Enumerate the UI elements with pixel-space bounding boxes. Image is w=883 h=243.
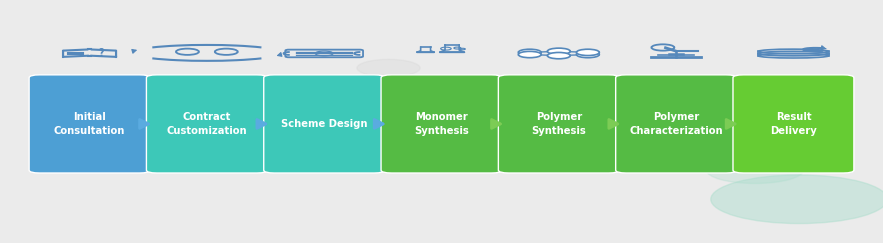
Text: Monomer
Synthesis: Monomer Synthesis	[414, 112, 469, 136]
Circle shape	[711, 175, 883, 224]
Text: Polymer
Synthesis: Polymer Synthesis	[532, 112, 586, 136]
Text: Initial
Consultation: Initial Consultation	[54, 112, 125, 136]
FancyBboxPatch shape	[381, 75, 502, 173]
Circle shape	[577, 51, 600, 58]
Text: Contract
Customization: Contract Customization	[167, 112, 247, 136]
Circle shape	[357, 59, 420, 77]
FancyBboxPatch shape	[498, 75, 619, 173]
Circle shape	[518, 49, 541, 56]
Text: Polymer
Characterization: Polymer Characterization	[630, 112, 723, 136]
FancyBboxPatch shape	[733, 75, 854, 173]
Text: Result
Delivery: Result Delivery	[770, 112, 817, 136]
Circle shape	[706, 157, 804, 183]
Circle shape	[577, 49, 600, 56]
FancyBboxPatch shape	[615, 75, 736, 173]
Circle shape	[547, 48, 570, 54]
FancyBboxPatch shape	[29, 75, 150, 173]
Text: Scheme Design: Scheme Design	[281, 119, 367, 129]
Circle shape	[518, 51, 541, 58]
FancyBboxPatch shape	[147, 75, 268, 173]
FancyBboxPatch shape	[264, 75, 385, 173]
Text: ?: ?	[98, 48, 104, 58]
Circle shape	[547, 52, 570, 59]
